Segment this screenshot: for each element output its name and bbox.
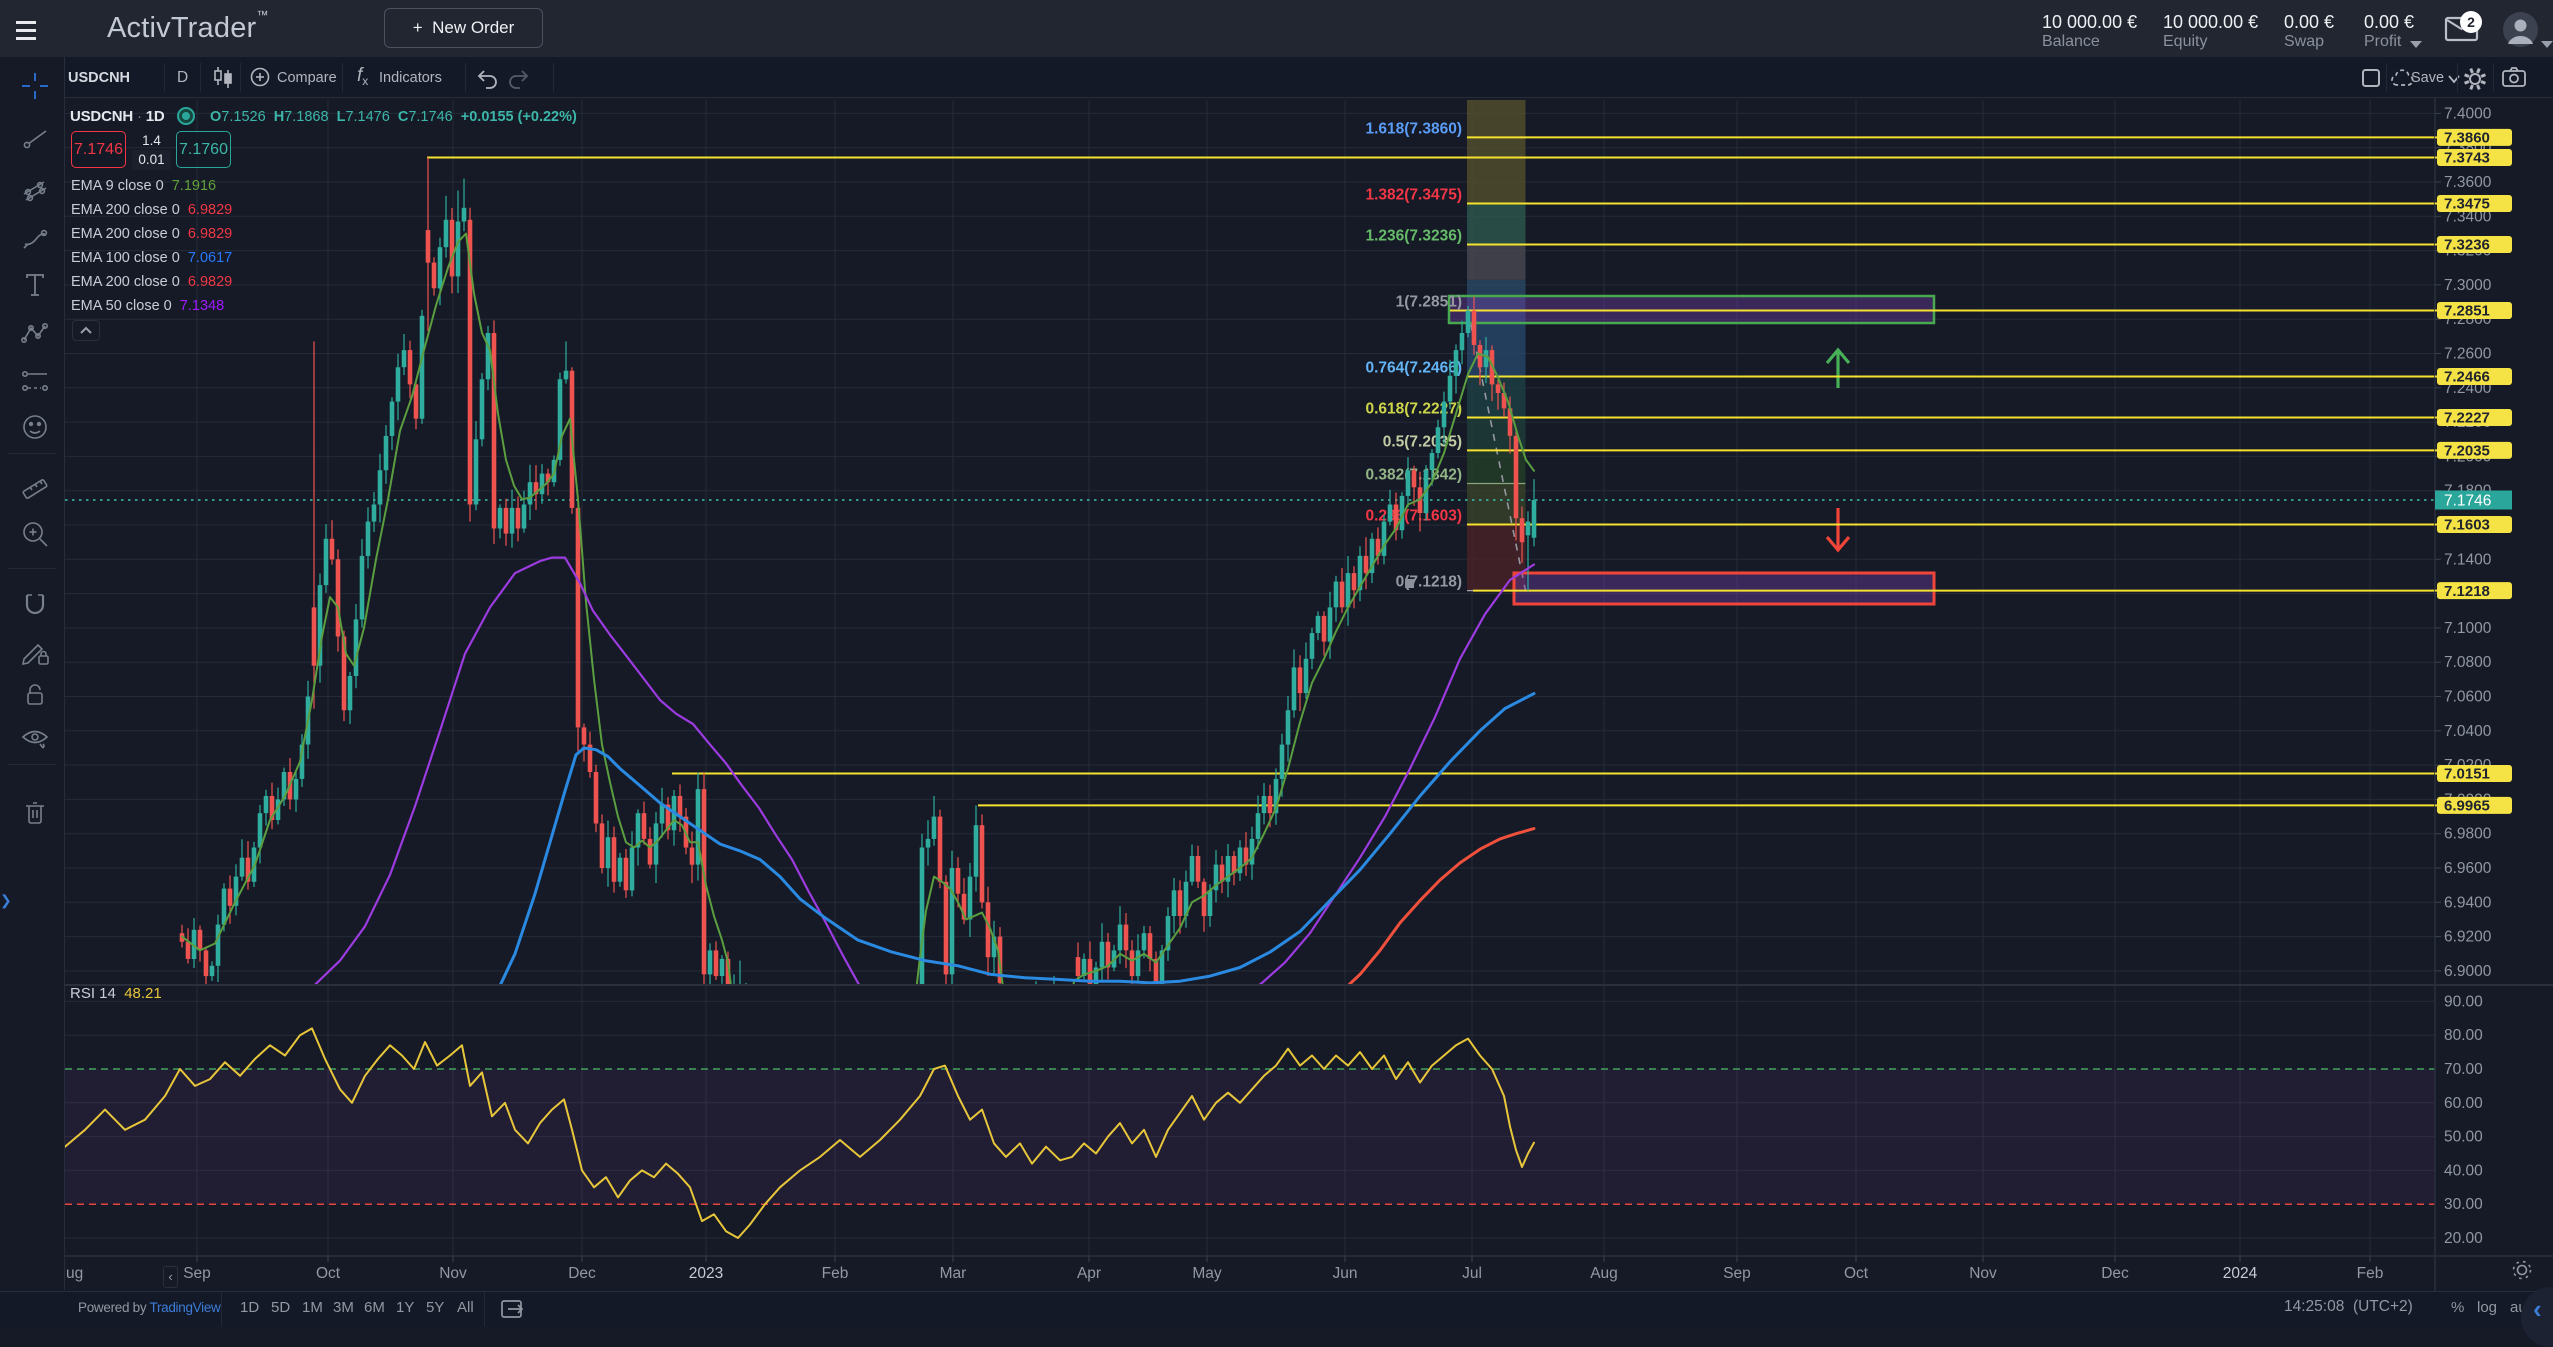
svg-text:7.3236: 7.3236 bbox=[2444, 237, 2490, 254]
svg-text:7.2227: 7.2227 bbox=[2444, 410, 2490, 427]
svg-text:Nov: Nov bbox=[1969, 1265, 1997, 1282]
svg-text:0.618(7.2227): 0.618(7.2227) bbox=[1365, 401, 1462, 418]
svg-text:Jul: Jul bbox=[1462, 1265, 1482, 1282]
svg-text:7.2466: 7.2466 bbox=[2444, 369, 2490, 386]
svg-text:Mar: Mar bbox=[940, 1265, 967, 1282]
svg-text:6.9400: 6.9400 bbox=[2444, 894, 2492, 911]
svg-text:7.3600: 7.3600 bbox=[2444, 174, 2492, 191]
svg-text:6.9000: 6.9000 bbox=[2444, 963, 2492, 980]
svg-text:7.0151: 7.0151 bbox=[2444, 766, 2490, 783]
svg-text:7.1603: 7.1603 bbox=[2444, 517, 2490, 534]
svg-text:7.3000: 7.3000 bbox=[2444, 277, 2492, 294]
svg-text:7.0400: 7.0400 bbox=[2444, 723, 2492, 740]
svg-text:Oct: Oct bbox=[1844, 1265, 1869, 1282]
svg-text:7.1746: 7.1746 bbox=[2444, 493, 2491, 510]
svg-text:0.236(7.1603): 0.236(7.1603) bbox=[1365, 508, 1462, 525]
svg-text:Dec: Dec bbox=[2101, 1265, 2129, 1282]
svg-text:Nov: Nov bbox=[439, 1265, 467, 1282]
svg-text:70.00: 70.00 bbox=[2444, 1061, 2483, 1078]
svg-text:Sep: Sep bbox=[183, 1265, 211, 1282]
svg-text:0.764(7.2466): 0.764(7.2466) bbox=[1365, 360, 1462, 377]
svg-text:Feb: Feb bbox=[2357, 1265, 2384, 1282]
svg-text:Dec: Dec bbox=[568, 1265, 596, 1282]
svg-text:7.0600: 7.0600 bbox=[2444, 689, 2492, 706]
svg-text:Feb: Feb bbox=[822, 1265, 849, 1282]
svg-text:7.1218: 7.1218 bbox=[2444, 583, 2490, 600]
svg-text:90.00: 90.00 bbox=[2444, 993, 2483, 1010]
svg-text:7.3743: 7.3743 bbox=[2444, 150, 2490, 167]
svg-text:7.4000: 7.4000 bbox=[2444, 105, 2492, 122]
svg-text:40.00: 40.00 bbox=[2444, 1162, 2483, 1179]
svg-text:7.1400: 7.1400 bbox=[2444, 551, 2492, 568]
svg-text:7.2600: 7.2600 bbox=[2444, 346, 2492, 363]
svg-text:7.0800: 7.0800 bbox=[2444, 654, 2492, 671]
svg-text:20.00: 20.00 bbox=[2444, 1230, 2483, 1247]
svg-text:Sep: Sep bbox=[1723, 1265, 1751, 1282]
svg-text:0.5(7.2035): 0.5(7.2035) bbox=[1383, 433, 1462, 450]
svg-text:50.00: 50.00 bbox=[2444, 1129, 2483, 1146]
svg-text:6.9965: 6.9965 bbox=[2444, 798, 2490, 815]
svg-text:Jun: Jun bbox=[1333, 1265, 1358, 1282]
svg-text:7.1000: 7.1000 bbox=[2444, 620, 2492, 637]
svg-text:Aug: Aug bbox=[1590, 1265, 1618, 1282]
svg-text:ug: ug bbox=[66, 1265, 83, 1282]
svg-text:80.00: 80.00 bbox=[2444, 1027, 2483, 1044]
svg-text:May: May bbox=[1192, 1265, 1222, 1282]
svg-text:6.9800: 6.9800 bbox=[2444, 826, 2492, 843]
svg-text:Oct: Oct bbox=[316, 1265, 341, 1282]
svg-text:1.382(7.3475): 1.382(7.3475) bbox=[1365, 187, 1462, 204]
svg-text:1(7.2851): 1(7.2851) bbox=[1396, 294, 1462, 311]
svg-text:1.236(7.3236): 1.236(7.3236) bbox=[1365, 228, 1462, 245]
svg-text:1.618(7.3860): 1.618(7.3860) bbox=[1365, 120, 1462, 137]
svg-text:6.9600: 6.9600 bbox=[2444, 860, 2492, 877]
svg-text:7.3400: 7.3400 bbox=[2444, 208, 2492, 225]
svg-text:6.9200: 6.9200 bbox=[2444, 929, 2492, 946]
svg-text:2023: 2023 bbox=[689, 1265, 723, 1282]
svg-text:7.2035: 7.2035 bbox=[2444, 443, 2490, 460]
svg-text:60.00: 60.00 bbox=[2444, 1095, 2483, 1112]
svg-text:Apr: Apr bbox=[1077, 1265, 1101, 1282]
svg-text:2024: 2024 bbox=[2223, 1265, 2258, 1282]
svg-text:7.3475: 7.3475 bbox=[2444, 196, 2490, 213]
svg-text:7.2851: 7.2851 bbox=[2444, 303, 2490, 320]
svg-text:7.3860: 7.3860 bbox=[2444, 130, 2490, 147]
svg-text:30.00: 30.00 bbox=[2444, 1196, 2483, 1213]
